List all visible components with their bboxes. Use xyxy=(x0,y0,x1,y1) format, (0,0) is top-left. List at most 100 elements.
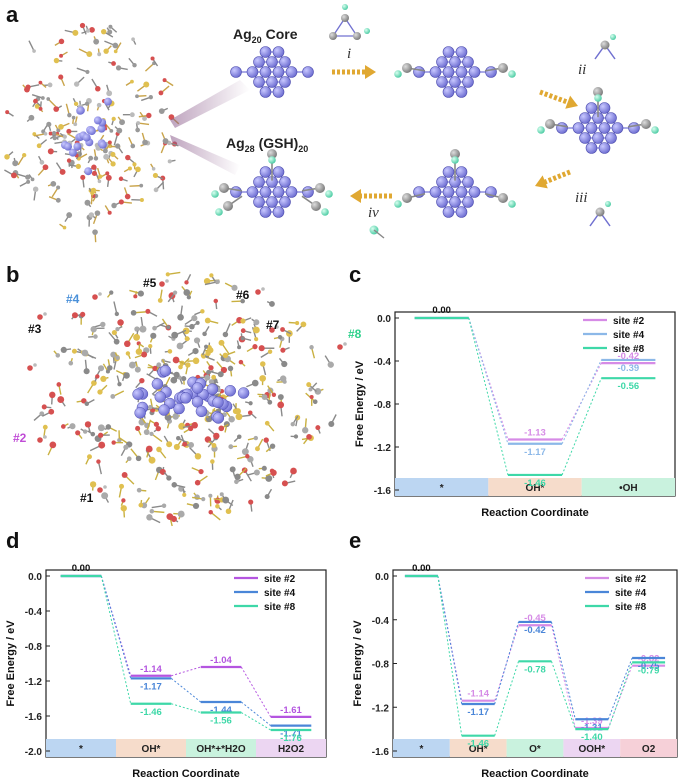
ag-atom xyxy=(76,106,85,115)
connector-line xyxy=(437,575,463,705)
ligand-atom xyxy=(115,355,120,360)
ligand-atom xyxy=(100,321,106,328)
ligand-atom xyxy=(217,371,224,378)
ligand-atom xyxy=(106,90,113,97)
ligand-atom xyxy=(252,344,258,350)
water-h-atom xyxy=(43,312,47,316)
ag-atom xyxy=(598,122,611,134)
ligand-atom xyxy=(135,425,141,431)
ligand-atom xyxy=(302,427,309,434)
ag-atom xyxy=(151,378,164,390)
teal-atom xyxy=(325,190,333,198)
ligand-atom xyxy=(84,101,90,106)
teal-atom xyxy=(394,70,402,78)
ligand-atom xyxy=(46,97,51,101)
ligand-atom xyxy=(53,106,60,112)
ligand-atom xyxy=(238,359,244,365)
water-h-atom xyxy=(33,363,37,367)
ligand-atom xyxy=(88,212,95,218)
ligand-atom xyxy=(125,351,131,356)
category-band xyxy=(449,739,507,757)
ligand-atom xyxy=(25,174,31,180)
ligand-atom xyxy=(71,115,76,120)
ligand-atom xyxy=(132,162,137,167)
ligand-atom xyxy=(66,212,73,218)
ligand-atom xyxy=(113,338,120,345)
y-tick-label: -1.2 xyxy=(25,677,43,688)
ligand-atom xyxy=(253,435,259,441)
ag-atom xyxy=(259,46,272,58)
site-4-label: #4 xyxy=(66,292,80,306)
ag-atom xyxy=(154,391,167,403)
ligand-atom xyxy=(265,474,273,482)
ligand-atom xyxy=(103,153,110,160)
ligand-atom xyxy=(142,139,148,146)
ligand-atom xyxy=(83,368,90,375)
connector-line xyxy=(468,317,509,444)
ligand-atom xyxy=(120,505,127,512)
category-band xyxy=(393,739,450,757)
category-band xyxy=(563,739,621,757)
ligand-atom xyxy=(80,174,86,180)
ligand-atom xyxy=(277,334,283,340)
ag-atom xyxy=(585,102,598,114)
ligand-atom xyxy=(39,411,45,417)
ligand-atom xyxy=(86,28,91,33)
ligand-atom xyxy=(58,124,64,130)
ligand-atom xyxy=(215,279,220,285)
connector-line xyxy=(437,575,463,736)
ligand-atom xyxy=(269,443,276,449)
ligand-atom xyxy=(110,351,117,358)
s-atom xyxy=(223,201,233,211)
ligand-atom xyxy=(58,74,64,80)
ligand-atom xyxy=(111,116,116,121)
water-o-atom xyxy=(269,327,275,333)
ag-atom xyxy=(605,112,617,124)
connector-line xyxy=(100,575,132,679)
ligand-atom xyxy=(205,350,211,357)
ligand-atom xyxy=(56,185,61,190)
ligand-atom xyxy=(158,108,165,115)
cluster-step-i xyxy=(394,46,516,98)
ligand-atom xyxy=(156,446,162,453)
ligand-atom xyxy=(315,425,321,431)
ag-atom xyxy=(206,383,219,395)
connector-line xyxy=(607,657,633,720)
y-tick-label: 0.0 xyxy=(375,572,389,583)
ligand-atom xyxy=(208,379,215,385)
ligand-atom xyxy=(80,311,86,318)
ligand-atom xyxy=(184,280,189,285)
data-label: -1.44 xyxy=(210,705,232,716)
ligand-atom xyxy=(210,459,215,464)
ligand-atom xyxy=(110,151,116,158)
ligand-atom xyxy=(131,37,135,42)
ligand-atom xyxy=(177,510,185,518)
category-band xyxy=(506,739,564,757)
data-label: -1.71 xyxy=(280,729,302,740)
data-label: 0.00 xyxy=(432,305,451,316)
ligand-atom xyxy=(281,360,288,368)
ligand-atom xyxy=(48,131,53,136)
ag-atom xyxy=(442,186,455,198)
ligand-atom xyxy=(128,361,136,369)
ag28-gsh-cluster-image xyxy=(4,22,180,243)
data-label: -1.13 xyxy=(524,427,546,438)
data-label: -0.56 xyxy=(618,381,640,392)
ligand-atom xyxy=(28,114,35,121)
ligand-atom xyxy=(222,496,230,504)
ligand-atom xyxy=(218,425,225,432)
panel-c-letter: c xyxy=(349,262,362,287)
ligand-atom xyxy=(184,336,190,342)
site-3-label: #3 xyxy=(28,322,42,336)
ag-atom xyxy=(279,176,291,188)
connector-line xyxy=(170,677,202,703)
ag-atom xyxy=(455,46,468,58)
ligand-atom xyxy=(111,61,116,66)
ligand-atom xyxy=(40,96,45,100)
category-band xyxy=(395,478,489,496)
s-atom xyxy=(219,183,229,193)
ag-atom xyxy=(455,186,468,198)
ag-atom xyxy=(82,133,91,142)
ligand-atom xyxy=(133,333,141,341)
ligand-atom xyxy=(84,199,91,206)
